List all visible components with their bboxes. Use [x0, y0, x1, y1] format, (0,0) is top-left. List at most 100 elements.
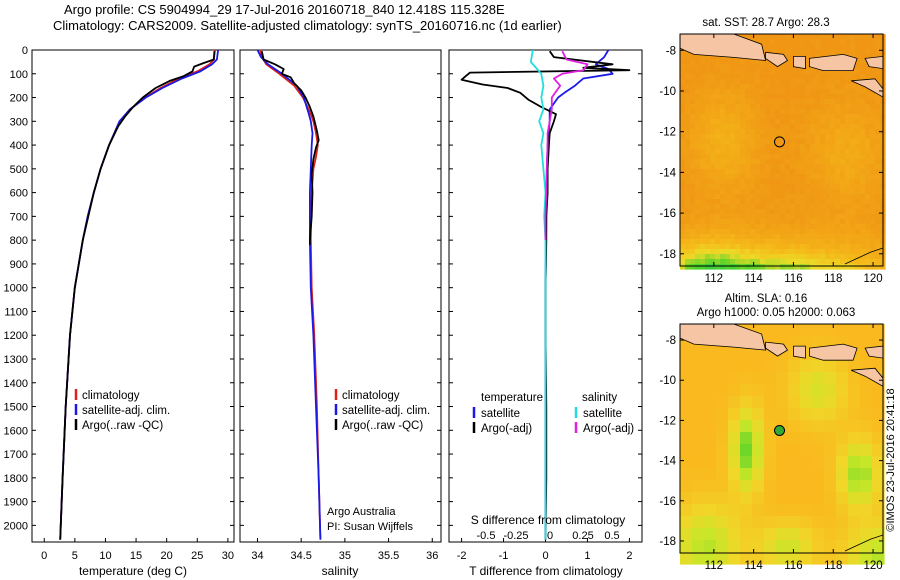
- sla_map-cell: [788, 492, 801, 505]
- sst_map-cell: [810, 39, 816, 45]
- sla_map-cell: [680, 492, 693, 505]
- sst_map-cell: [740, 224, 746, 230]
- sst_map-cell: [805, 239, 811, 245]
- sla_map-cell: [848, 516, 861, 529]
- sst_map-cell: [840, 79, 846, 85]
- sst_map-cell: [860, 39, 866, 45]
- sst_map-cell: [695, 229, 701, 235]
- sst_map-cell: [780, 69, 786, 75]
- sst_map-cell: [815, 104, 821, 110]
- sst_map-cell: [680, 54, 686, 60]
- sla_map-cell: [740, 420, 753, 433]
- sst_map-cell: [750, 84, 756, 90]
- sst_map-cell: [805, 149, 811, 155]
- sst_map-cell: [695, 109, 701, 115]
- sst_map-cell: [700, 54, 706, 60]
- sst_map-cell: [855, 244, 861, 250]
- sst_map-cell: [830, 164, 836, 170]
- sst_map-cell: [785, 184, 791, 190]
- sst_map-cell: [690, 144, 696, 150]
- sst_map-cell: [860, 99, 866, 105]
- sst_map-cell: [775, 84, 781, 90]
- salinity-legend-label: satellite-adj. clim.: [342, 405, 430, 417]
- sst_map-cell: [795, 114, 801, 120]
- sst_map-cell: [770, 119, 776, 125]
- sst_map-cell: [730, 94, 736, 100]
- salinity-series-argo-raw-qc-: [260, 51, 320, 245]
- sst_map-cell: [835, 49, 841, 55]
- sst_map-cell: [865, 114, 871, 120]
- sst_map-cell: [710, 129, 716, 135]
- sla_map-cell: [680, 444, 693, 457]
- sst_map-cell: [715, 264, 721, 270]
- sst_map-cell: [750, 264, 756, 270]
- sst_map-cell: [845, 79, 851, 85]
- sla_map-land: [793, 345, 806, 359]
- sst_map-cell: [690, 54, 696, 60]
- sst_map-cell: [740, 154, 746, 160]
- sst_map-cell: [720, 89, 726, 95]
- sst_map-cell: [805, 244, 811, 250]
- sst_map-cell: [700, 229, 706, 235]
- sst_map-cell: [805, 104, 811, 110]
- sst_map-cell: [720, 109, 726, 115]
- sst_map-cell: [825, 79, 831, 85]
- sst_map-cell: [690, 239, 696, 245]
- sst_map-cell: [710, 104, 716, 110]
- sst_map-cell: [875, 224, 881, 230]
- sla_map-cell: [692, 480, 705, 493]
- sst_map-cell: [725, 234, 731, 240]
- sst_map-cell: [870, 164, 876, 170]
- sst_map-cell: [875, 209, 881, 215]
- sst_map-cell: [730, 159, 736, 165]
- sst_map-cell: [765, 39, 771, 45]
- sst_map-cell: [760, 164, 766, 170]
- sst_map-cell: [785, 139, 791, 145]
- sla_map-cell: [812, 432, 825, 445]
- sst_map-cell: [680, 199, 686, 205]
- sla_map-cell: [836, 492, 849, 505]
- difference-xtick-label: -2: [457, 550, 467, 562]
- sst_map-cell: [815, 159, 821, 165]
- sla_map-cell: [716, 492, 729, 505]
- sst_map-cell: [745, 194, 751, 200]
- sst_map-cell: [730, 89, 736, 95]
- sst_map-cell: [870, 74, 876, 80]
- sst_map-cell: [750, 99, 756, 105]
- sst_map-cell: [740, 184, 746, 190]
- sst_map-cell: [735, 194, 741, 200]
- sla_map-cell: [692, 552, 705, 565]
- sst_map-cell: [855, 154, 861, 160]
- sst_map-cell: [795, 194, 801, 200]
- sst_map-cell: [680, 244, 686, 250]
- sst_map-cell: [865, 169, 871, 175]
- sst_map-cell: [780, 84, 786, 90]
- sst_map-cell: [735, 259, 741, 265]
- difference-series-s-satellite: [529, 49, 547, 540]
- sst_map-cell: [710, 149, 716, 155]
- sst_map-cell: [860, 44, 866, 50]
- sst_map-cell: [790, 119, 796, 125]
- sst_map-cell: [800, 94, 806, 100]
- sst_map-cell: [685, 74, 691, 80]
- sst_map-cell: [680, 234, 686, 240]
- sst_map-cell: [740, 229, 746, 235]
- sst_map-cell: [795, 249, 801, 255]
- sst_map-xtick-label: 120: [863, 273, 882, 285]
- sst_map-cell: [855, 184, 861, 190]
- depth-tick-label: 1200: [4, 330, 28, 342]
- sla_map-cell: [692, 456, 705, 469]
- sst_map-cell: [875, 254, 881, 260]
- sst_map-cell: [775, 194, 781, 200]
- sst_map-cell: [805, 204, 811, 210]
- sst_map-cell: [845, 199, 851, 205]
- sst_map-cell: [710, 199, 716, 205]
- sst_map-cell: [845, 229, 851, 235]
- sla_map-cell: [836, 384, 849, 397]
- sst_map-cell: [710, 234, 716, 240]
- sst_map-cell: [755, 99, 761, 105]
- sst_map-cell: [830, 149, 836, 155]
- sst_map-cell: [790, 74, 796, 80]
- sla_map-cell: [764, 468, 777, 481]
- sst_map-cell: [870, 224, 876, 230]
